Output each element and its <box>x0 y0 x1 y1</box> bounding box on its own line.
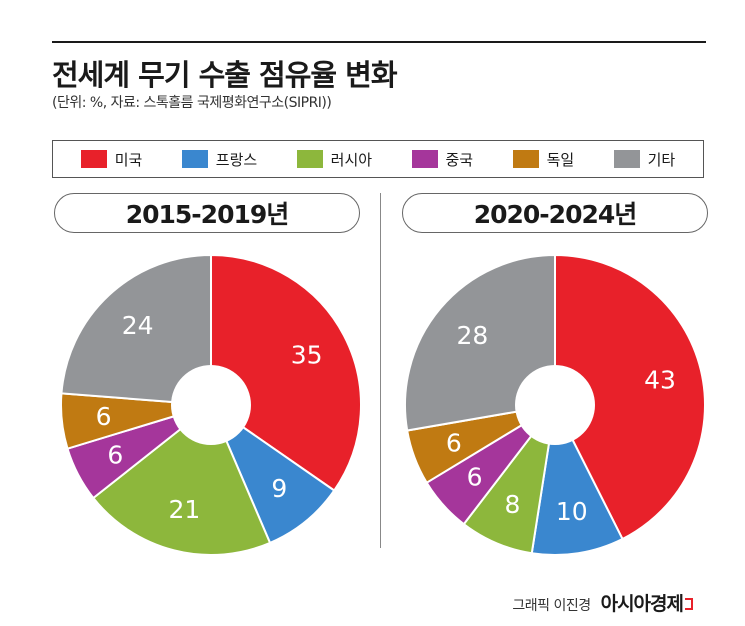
pie-2015-2019-value-label-russia: 21 <box>168 495 200 524</box>
pie-2015-2019-value-label-us: 35 <box>291 340 323 369</box>
pie-2015-2019-slice-russia <box>91 403 272 556</box>
period-label-2020-2024: 2020-2024년 <box>402 193 708 233</box>
pie-2020-2024-slice-us <box>554 253 706 541</box>
legend-label-others: 기타 <box>647 150 676 169</box>
pie-2020-2024-value-label-germany: 6 <box>446 428 462 457</box>
legend-item-china: 중국 <box>411 149 474 170</box>
chart-subtitle: (단위: %, 자료: 스톡홀름 국제평화연구소(SIPRI)) <box>52 95 332 111</box>
pie-2015-2019-value-label-others: 24 <box>122 311 154 340</box>
credit: 그래픽 이진경 아시아경제 <box>512 589 693 616</box>
pie-2020-2024-value-label-russia: 8 <box>505 490 521 519</box>
legend-swatch-us <box>80 150 107 168</box>
pie-2015-2019-value-label-china: 6 <box>107 441 123 470</box>
chart-title: 전세계 무기 수출 점유율 변화 <box>52 58 398 92</box>
pie-2015-2019-value-label-germany: 6 <box>96 402 112 431</box>
top-rule <box>52 41 706 43</box>
legend-label-france: 프랑스 <box>215 150 258 169</box>
period-divider <box>380 193 381 548</box>
credit-author: 그래픽 이진경 <box>512 598 591 614</box>
legend-swatch-china <box>411 150 438 168</box>
pie-2020-2024-value-label-france: 10 <box>556 497 588 526</box>
pie-2020-2024-center-hole <box>515 365 595 445</box>
brand-mark-icon <box>685 598 693 610</box>
pie-2020-2024-value-label-us: 43 <box>644 366 676 395</box>
legend-item-russia: 러시아 <box>296 149 373 170</box>
legend-label-russia: 러시아 <box>330 150 373 169</box>
pie-2015-2019-value-label-france: 9 <box>271 474 287 503</box>
legend-label-us: 미국 <box>114 150 143 169</box>
period-label-2015-2019: 2015-2019년 <box>54 193 360 233</box>
legend-item-us: 미국 <box>80 149 143 170</box>
pie-2015-2019-slice-us <box>210 253 362 492</box>
pie-2015-2019-center-hole <box>171 365 251 445</box>
legend-item-france: 프랑스 <box>181 149 258 170</box>
pie-2020-2024-value-label-china: 6 <box>467 463 483 492</box>
legend-swatch-germany <box>512 150 539 168</box>
legend-label-germany: 독일 <box>546 150 575 169</box>
pie-2020-2024-value-label-others: 28 <box>456 321 488 350</box>
legend-label-china: 중국 <box>445 150 474 169</box>
pie-2015-2019-slice-others <box>60 253 212 407</box>
pie-chart-2015-2019: 35 9 21 6 6 24 <box>60 253 362 556</box>
legend-swatch-france <box>181 150 208 168</box>
legend: 미국 프랑스 러시아 중국 독일 기타 <box>52 140 704 178</box>
brand-logo: 아시아경제 <box>600 593 684 615</box>
legend-swatch-russia <box>296 150 323 168</box>
pie-2015-2019-slice-france <box>208 402 336 545</box>
legend-swatch-others <box>613 150 640 168</box>
legend-item-germany: 독일 <box>512 149 575 170</box>
legend-item-others: 기타 <box>613 149 676 170</box>
pie-2020-2024-slice-others <box>404 253 556 432</box>
